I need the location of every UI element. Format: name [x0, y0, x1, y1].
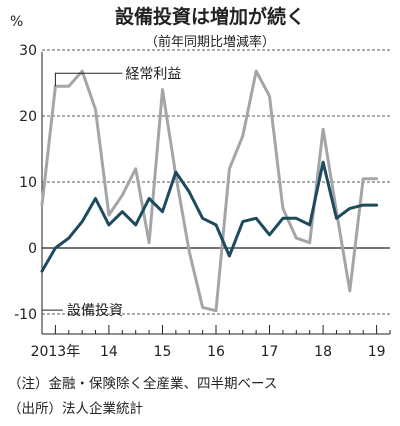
- y-tick-label: -10: [14, 307, 37, 323]
- series-line-0: [40, 69, 379, 313]
- grid: [42, 49, 390, 315]
- y-axis: 30 20 10 0 -10: [14, 43, 43, 334]
- series-label: 経常利益: [125, 66, 181, 82]
- y-tick-label: 20: [19, 109, 37, 125]
- y-tick-label: 30: [19, 43, 37, 59]
- leader-line: [54, 72, 123, 87]
- x-tick-label: 16: [207, 344, 225, 360]
- chart-title: 設備投資は増加が続く: [115, 5, 305, 28]
- x-tick-label: 2013年: [31, 344, 81, 360]
- chart-subtitle: （前年同期比増減率）: [145, 34, 275, 50]
- x-tick-label: 19: [368, 344, 386, 360]
- x-tick-label: 15: [154, 344, 172, 360]
- footnote-source: （出所）法人企業統計: [8, 400, 143, 417]
- plot-area: [40, 69, 379, 313]
- series-line-1: [40, 160, 379, 273]
- x-axis: 2013年 14 15 16 17 18 19: [31, 325, 391, 360]
- leader-line: [41, 271, 63, 311]
- y-tick-label: 0: [28, 241, 37, 257]
- series-label: 設備投資: [67, 303, 123, 319]
- footnote-note: （注）金融・保険除く全産業、四半期ベース: [8, 375, 277, 392]
- x-tick-label: 14: [100, 344, 118, 360]
- y-tick-label: 10: [19, 175, 37, 191]
- y-unit-label: %: [10, 14, 23, 30]
- x-tick-label: 18: [314, 344, 332, 360]
- x-tick-label: 17: [261, 344, 279, 360]
